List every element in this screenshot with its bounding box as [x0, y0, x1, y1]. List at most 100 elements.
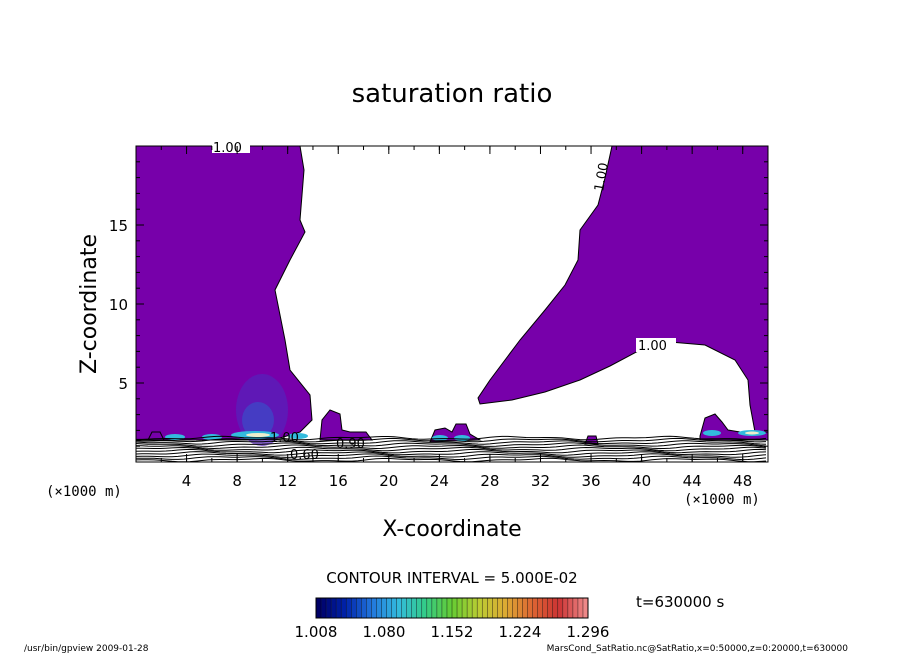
colorbar-segment	[421, 598, 427, 618]
ground-contour-line	[135, 448, 767, 454]
colorbar-segment	[537, 598, 543, 618]
contour-label: 0.90	[336, 437, 365, 452]
colorbar-segment	[406, 598, 412, 618]
ground-contours	[135, 435, 767, 463]
low-bump-1	[319, 409, 373, 441]
x-tick-label: 16	[329, 472, 348, 490]
colorbar-segment	[441, 598, 447, 618]
colorbar-segment	[436, 598, 442, 618]
left-saturated-region	[135, 145, 313, 441]
colorbar-segment	[446, 598, 452, 618]
colorbar-segment	[396, 598, 402, 618]
z-unit-label: (×1000 m)	[46, 484, 122, 500]
x-tick-label: 48	[733, 472, 752, 490]
plot-area	[135, 145, 769, 463]
colorbar-segment	[361, 598, 367, 618]
supersat-blob-left-core	[242, 402, 274, 438]
colorbar-segment	[331, 598, 337, 618]
colorbar-segment	[386, 598, 392, 618]
x-unit-label: (×1000 m)	[684, 492, 760, 508]
contour-labels: 1.00 1.00 1.00 1.00 0.90 0.60	[212, 140, 676, 463]
colorbar-segment	[426, 598, 432, 618]
contour-label: 0.60	[290, 448, 319, 463]
supersat-blob-base-1-core	[246, 433, 270, 437]
colorbar-segment	[316, 598, 322, 618]
colorbar-segment	[391, 598, 397, 618]
colorbar-segment	[381, 598, 387, 618]
colorbar-segment	[411, 598, 417, 618]
colorbar-segment	[482, 598, 488, 618]
x-tick-label: 12	[278, 472, 297, 490]
y-axis-label: Z-coordinate	[77, 234, 102, 374]
ground-contour-line	[135, 442, 767, 447]
x-tick-label: 8	[232, 472, 242, 490]
x-tick-label: 20	[379, 472, 398, 490]
colorbar-segment	[366, 598, 372, 618]
contour-label: 1.00	[213, 141, 242, 156]
colorbar-segment	[462, 598, 468, 618]
y-tick-label: 10	[109, 296, 128, 314]
colorbar-segment	[351, 598, 357, 618]
colorbar-segment	[346, 598, 352, 618]
colorbar-segment	[487, 598, 493, 618]
contour-label: 1.00	[592, 162, 612, 193]
colorbar-segment	[572, 598, 578, 618]
ground-contour-line	[135, 437, 767, 443]
colorbar-segment	[527, 598, 533, 618]
colorbar-segment	[492, 598, 498, 618]
contour-interval: CONTOUR INTERVAL = 5.000E-02	[326, 569, 577, 587]
right-saturated-region	[477, 145, 769, 433]
colorbar-segment	[507, 598, 513, 618]
colorbar-segment	[577, 598, 583, 618]
chart-title: saturation ratio	[352, 79, 553, 109]
footer-left: /usr/bin/gpview 2009-01-28	[24, 644, 149, 654]
low-bump-4	[147, 431, 165, 441]
x-tick-label: 32	[531, 472, 550, 490]
x-tick-label: 44	[683, 472, 702, 490]
ground-contour-line	[135, 440, 767, 445]
colorbar-segment	[371, 598, 377, 618]
ground-contour-line	[136, 435, 767, 441]
x-axis-label: X-coordinate	[382, 517, 521, 542]
ground-contour-line	[135, 457, 767, 463]
contour-label: 1.00	[638, 339, 667, 354]
x-axis-ticks: 4 8 12 16 20 24 28 32 36 40 44 48	[160, 146, 752, 490]
ground-contour-line	[135, 451, 767, 456]
colorbar-segment	[356, 598, 362, 618]
x-tick-label: 28	[480, 472, 499, 490]
ground-contour-line	[135, 453, 767, 458]
colorbar-segment	[457, 598, 463, 618]
time-label: t=630000 s	[636, 593, 724, 611]
colorbar-segment	[472, 598, 478, 618]
colorbar-tick-label: 1.152	[431, 623, 474, 641]
x-tick-label: 24	[430, 472, 449, 490]
ground-contour-line	[135, 444, 767, 450]
colorbar-segment	[321, 598, 327, 618]
colorbar-segment	[547, 598, 553, 618]
colorbar-segment	[552, 598, 558, 618]
colorbar-segment	[522, 598, 528, 618]
colorbar-tick-label: 1.296	[567, 623, 610, 641]
supersat-blob-base-5	[432, 435, 448, 441]
colorbar-segment	[336, 598, 342, 618]
colorbar-segment	[431, 598, 437, 618]
colorbar-segment	[497, 598, 503, 618]
colorbar-segment	[341, 598, 347, 618]
x-tick-label: 40	[632, 472, 651, 490]
ground-contour-line	[136, 446, 767, 452]
colorbar-segment	[567, 598, 573, 618]
colorbar	[315, 598, 588, 618]
supersat-blob-base-4	[288, 433, 308, 439]
colorbar-segment	[502, 598, 508, 618]
colorbar-segment	[416, 598, 422, 618]
colorbar-segment	[532, 598, 538, 618]
x-tick-label: 4	[182, 472, 192, 490]
colorbar-tick-label: 1.224	[499, 623, 542, 641]
supersat-blob-base-6	[454, 435, 470, 441]
supersat-blob-base-7	[703, 430, 721, 436]
colorbar-segment	[401, 598, 407, 618]
colorbar-segment	[542, 598, 548, 618]
colorbar-segment	[452, 598, 458, 618]
colorbar-segment	[557, 598, 563, 618]
